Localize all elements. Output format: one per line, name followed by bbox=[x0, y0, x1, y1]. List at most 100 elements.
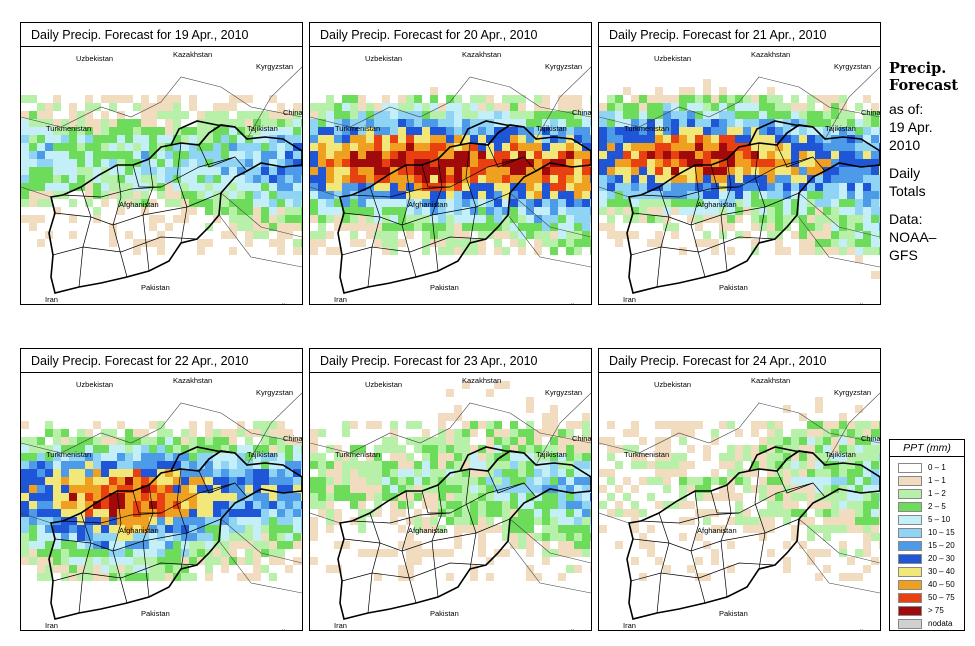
precip-cell bbox=[446, 461, 454, 469]
precip-cell bbox=[655, 215, 663, 223]
precip-cell bbox=[446, 477, 454, 485]
precip-cell bbox=[422, 549, 430, 557]
precip-cell bbox=[446, 167, 454, 175]
precip-cell bbox=[671, 421, 679, 429]
precip-cell bbox=[727, 127, 735, 135]
precip-cell bbox=[534, 199, 542, 207]
precip-cell bbox=[703, 95, 711, 103]
precip-cell bbox=[326, 501, 334, 509]
province-line bbox=[776, 144, 826, 172]
precip-cell bbox=[45, 175, 53, 183]
precip-cell bbox=[77, 159, 85, 167]
precip-cell bbox=[799, 191, 807, 199]
precip-cell bbox=[590, 509, 591, 517]
precip-cell bbox=[85, 183, 93, 191]
province-line bbox=[52, 236, 198, 256]
precip-cell bbox=[301, 445, 302, 453]
precip-cell bbox=[783, 199, 791, 207]
precip-cell bbox=[703, 143, 711, 151]
precip-cell bbox=[550, 437, 558, 445]
precip-cell bbox=[815, 573, 823, 581]
precip-cell bbox=[189, 573, 197, 581]
precip-cell bbox=[61, 127, 69, 135]
precip-cell bbox=[518, 469, 526, 477]
precip-cell bbox=[871, 215, 879, 223]
precip-cell bbox=[711, 437, 719, 445]
precip-cell bbox=[21, 485, 29, 493]
precip-cell bbox=[21, 159, 29, 167]
precip-cell bbox=[879, 199, 880, 207]
panel-title: Daily Precip. Forecast for 21 Apr., 2010 bbox=[599, 23, 880, 47]
precip-cell bbox=[879, 421, 880, 429]
precip-cell bbox=[293, 119, 301, 127]
precip-cell bbox=[550, 183, 558, 191]
precip-cell bbox=[590, 167, 591, 175]
precip-cell bbox=[93, 525, 101, 533]
precip-cell bbox=[326, 127, 334, 135]
legend-swatch bbox=[898, 541, 922, 551]
precip-cell bbox=[631, 127, 639, 135]
precip-cell bbox=[277, 167, 285, 175]
precip-cell bbox=[422, 223, 430, 231]
country-label-pakistan: Pakistan bbox=[430, 283, 459, 292]
precip-cell bbox=[703, 199, 711, 207]
precip-cell bbox=[607, 103, 615, 111]
province-line bbox=[640, 156, 814, 198]
precip-cell bbox=[558, 461, 566, 469]
precip-cell bbox=[759, 111, 767, 119]
precip-cell bbox=[237, 541, 245, 549]
precip-cell bbox=[703, 175, 711, 183]
precip-cell bbox=[422, 239, 430, 247]
precip-cell bbox=[703, 79, 711, 87]
precip-cell bbox=[213, 207, 221, 215]
precip-cell bbox=[823, 429, 831, 437]
precip-cell bbox=[342, 485, 350, 493]
precip-cell bbox=[189, 549, 197, 557]
precip-cell bbox=[398, 525, 406, 533]
border-line bbox=[599, 186, 630, 198]
precip-cell bbox=[253, 453, 261, 461]
precip-cell bbox=[398, 191, 406, 199]
border-line bbox=[798, 518, 880, 564]
precip-cell bbox=[823, 183, 831, 191]
precip-cell bbox=[285, 143, 293, 151]
precip-cell bbox=[783, 469, 791, 477]
precip-cell bbox=[679, 207, 687, 215]
precip-cell bbox=[237, 143, 245, 151]
precip-cell bbox=[269, 501, 277, 509]
precip-cell bbox=[574, 565, 582, 573]
precip-cell bbox=[655, 135, 663, 143]
precip-cell bbox=[631, 119, 639, 127]
precip-cell bbox=[719, 215, 727, 223]
precip-cell bbox=[470, 461, 478, 469]
precip-cell bbox=[679, 103, 687, 111]
precip-cell bbox=[615, 111, 623, 119]
precip-cell bbox=[374, 421, 382, 429]
tajikistan-border bbox=[459, 446, 525, 472]
precip-cell bbox=[117, 119, 125, 127]
precip-cell bbox=[871, 493, 879, 501]
precip-cell bbox=[318, 199, 326, 207]
precip-cell bbox=[855, 159, 863, 167]
precip-cell bbox=[21, 509, 29, 517]
precip-cell bbox=[93, 549, 101, 557]
precip-cell bbox=[502, 429, 510, 437]
precip-cell bbox=[149, 143, 157, 151]
country-label-turkmenistan: Turkmenistan bbox=[624, 450, 669, 459]
precip-cell bbox=[358, 215, 366, 223]
country-label-afghanistan: Afghanistan bbox=[408, 200, 448, 209]
precip-cell bbox=[454, 437, 462, 445]
border-line bbox=[21, 512, 52, 524]
precip-cell bbox=[93, 183, 101, 191]
precip-cell bbox=[229, 557, 237, 565]
precip-cell bbox=[261, 477, 269, 485]
precip-cell bbox=[542, 501, 550, 509]
precip-cell bbox=[406, 207, 414, 215]
country-label-kazakhstan: Kazakhstan bbox=[462, 376, 501, 385]
precip-cell bbox=[181, 175, 189, 183]
precip-cell bbox=[326, 215, 334, 223]
precip-cell bbox=[791, 207, 799, 215]
precip-cell bbox=[69, 485, 77, 493]
country-label-turkmenistan: Turkmenistan bbox=[335, 450, 380, 459]
precip-cell bbox=[550, 517, 558, 525]
